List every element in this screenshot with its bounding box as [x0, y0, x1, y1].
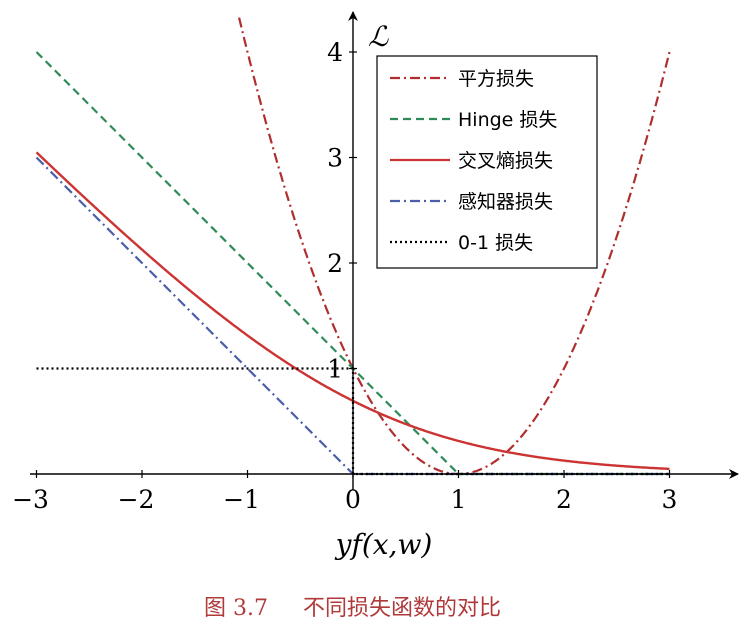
x-axis-label: yf(x,w) — [334, 528, 433, 561]
y-tick-label: 2 — [327, 249, 343, 278]
legend-entry-hinge: Hinge 损失 — [390, 109, 557, 131]
legend-label: 平方损失 — [458, 68, 534, 90]
figure-caption: 图 3.7 不同损失函数的对比 — [204, 596, 501, 621]
x-tick-label: 1 — [451, 485, 467, 514]
y-tick-label: 1 — [327, 355, 343, 384]
x-tick-label: 3 — [662, 485, 678, 514]
x-tick-label: −1 — [223, 485, 260, 514]
x-tick-label: −3 — [12, 485, 49, 514]
legend-label: 交叉熵损失 — [458, 150, 553, 172]
legend-entry-square: 平方损失 — [390, 68, 534, 90]
legend-label: Hinge 损失 — [458, 109, 557, 131]
legend-entry-crossentropy: 交叉熵损失 — [390, 150, 553, 172]
y-tick-label: 3 — [327, 144, 343, 173]
caption-text: 不同损失函数的对比 — [303, 596, 501, 621]
legend-entry-perceptron: 感知器损失 — [390, 191, 553, 213]
y-axis-label: ℒ — [368, 20, 389, 53]
legend-box — [376, 55, 598, 269]
axis-ticks: −3 −2 −1 0 1 2 3 1 2 3 4 — [12, 38, 677, 514]
legend-entry-zeroone: 0-1 损失 — [390, 232, 533, 254]
y-tick-label: 4 — [327, 38, 343, 67]
x-tick-label: −2 — [118, 485, 155, 514]
legend-label: 0-1 损失 — [458, 232, 533, 254]
legend-label: 感知器损失 — [458, 191, 553, 213]
caption-label: 图 3.7 — [204, 596, 268, 621]
x-tick-label: 0 — [345, 485, 361, 514]
x-tick-label: 2 — [556, 485, 572, 514]
